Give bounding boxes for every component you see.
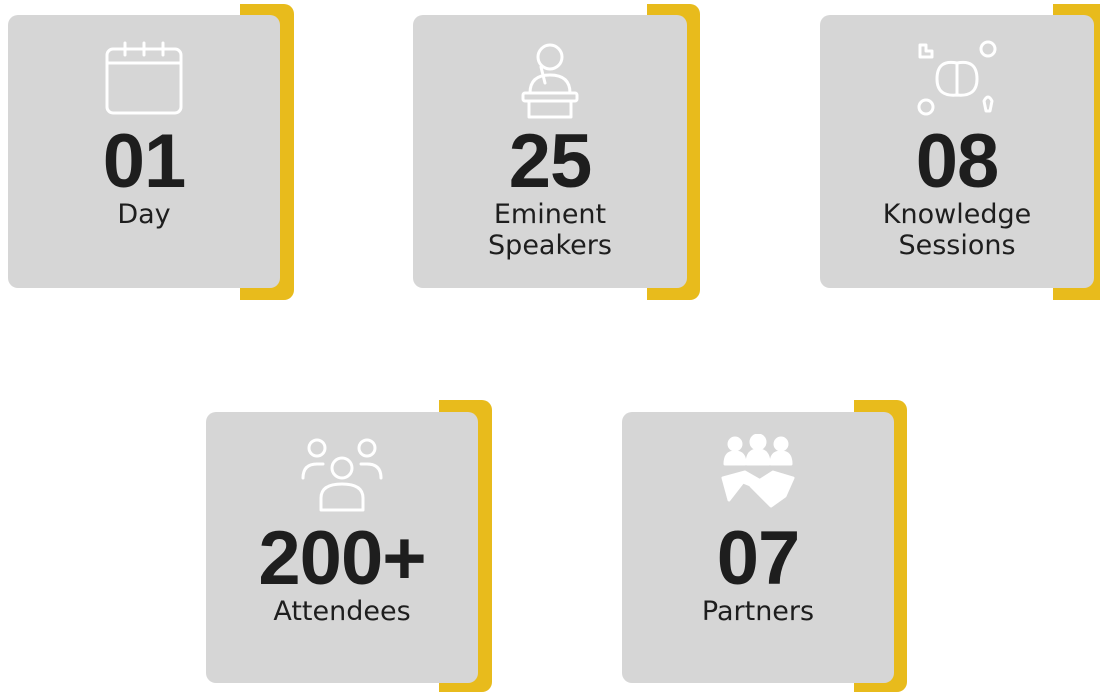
- stat-card: 08 Knowledge Sessions: [820, 15, 1094, 288]
- stat-value: 07: [716, 516, 801, 601]
- stat-card: 25 Eminent Speakers: [413, 15, 687, 288]
- stat-label: Eminent Speakers: [488, 199, 612, 261]
- stat-value: 200+: [258, 516, 426, 601]
- stat-value: 01: [102, 119, 187, 204]
- partners-icon: [721, 434, 795, 508]
- speaker-icon: [521, 43, 579, 119]
- stat-card: 07 Partners: [622, 412, 894, 683]
- stat-label: Knowledge Sessions: [882, 199, 1032, 261]
- stat-value: 25: [508, 119, 593, 204]
- stat-card: 200+ Attendees: [206, 412, 478, 683]
- attendees-icon: [301, 438, 383, 512]
- brain-icon: [917, 40, 997, 116]
- stat-value: 08: [915, 119, 1000, 204]
- stat-card: 01 Day: [8, 15, 280, 288]
- stat-label: Attendees: [273, 596, 411, 627]
- calendar-icon: [105, 41, 183, 115]
- stat-label: Day: [117, 199, 171, 230]
- stat-label: Partners: [701, 596, 815, 627]
